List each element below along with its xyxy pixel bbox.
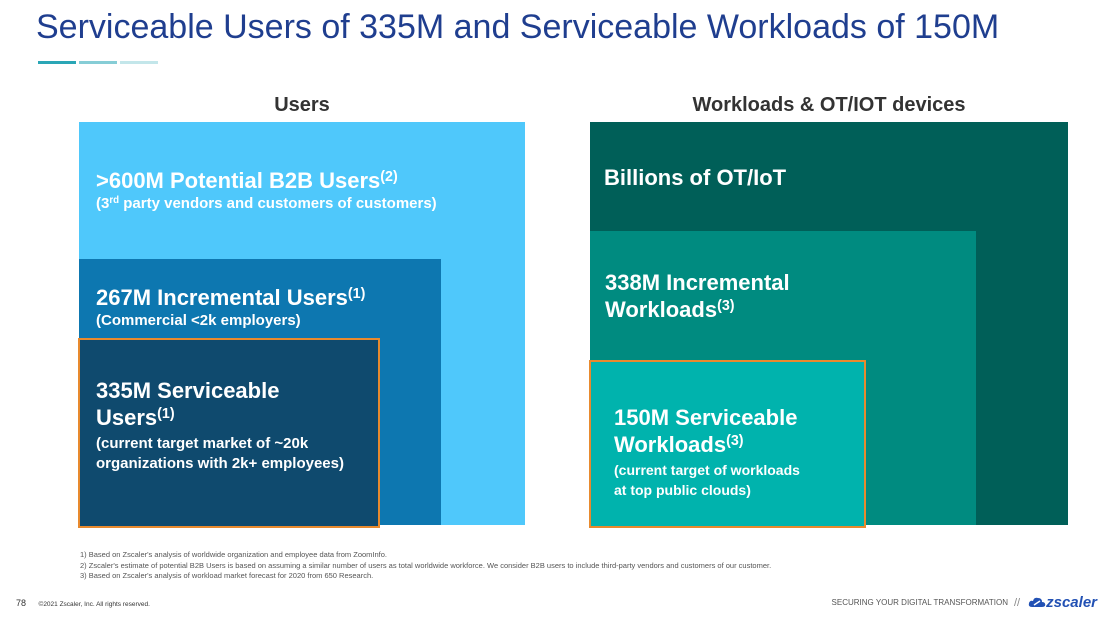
users-outer-sub-pre: (3 — [96, 195, 110, 212]
users-inner-text: 335M Serviceable Users(1) (current targe… — [96, 377, 344, 474]
workloads-middle-text: 338M Incremental Workloads(3) — [605, 269, 790, 323]
users-middle-title: 267M Incremental Users — [96, 285, 348, 310]
workloads-inner-text: 150M Serviceable Workloads(3) (current t… — [614, 404, 800, 500]
footnotes: 1) Based on Zscaler's analysis of worldw… — [80, 550, 771, 582]
workloads-inner-box — [589, 360, 866, 528]
title-accent-bar-2 — [79, 61, 117, 64]
workloads-inner-ref: (3) — [726, 432, 744, 449]
footer-right: SECURING YOUR DIGITAL TRANSFORMATION // … — [832, 594, 1097, 611]
users-outer-sub-post: party vendors and customers of customers… — [119, 195, 437, 212]
workloads-inner-title-line2: Workloads — [614, 432, 727, 457]
users-inner-box — [78, 338, 380, 528]
users-outer-ref: (2) — [380, 168, 398, 185]
title-accent-bar-3 — [120, 61, 158, 64]
workloads-heading: Workloads & OT/IOT devices — [692, 94, 966, 116]
tagline: SECURING YOUR DIGITAL TRANSFORMATION — [831, 598, 1008, 607]
footnote-1: 1) Based on Zscaler's analysis of worldw… — [80, 550, 388, 559]
footnote-3: 3) Based on Zscaler's analysis of worklo… — [80, 571, 374, 580]
page-number: 78 — [16, 598, 27, 608]
users-inner-ref: (1) — [157, 405, 175, 422]
title-accent-bar-1 — [38, 61, 76, 64]
footnote-2: 2) Zscaler's estimate of potential B2B U… — [80, 560, 772, 570]
footer-left: 78 ©2021 Zscaler, Inc. All rights reserv… — [16, 598, 150, 608]
workloads-outer-text: Billions of OT/IoT — [604, 164, 786, 191]
cloud-icon — [1028, 597, 1046, 607]
users-inner-title-line2: Users — [96, 405, 158, 430]
footer-divider: // — [1014, 596, 1021, 609]
copyright: ©2021 Zscaler, Inc. All rights reserved. — [38, 601, 150, 608]
zscaler-logo: zscaler — [1028, 594, 1097, 611]
workloads-middle-ref: (3) — [717, 297, 735, 314]
workloads-inner-title-line1: 150M Serviceable — [614, 405, 798, 430]
workloads-inner-sub-line1: (current target of workloads — [614, 462, 800, 478]
users-inner-sub-line2: organizations with 2k+ employees) — [96, 455, 344, 472]
workloads-outer-title: Billions of OT/IoT — [604, 165, 787, 190]
users-outer-sub-sup: rd — [109, 195, 120, 207]
users-middle-ref: (1) — [347, 285, 366, 302]
users-middle-text: 267M Incremental Users(1) (Commercial <2… — [96, 284, 365, 331]
users-inner-title-line1: 335M Serviceable — [96, 378, 280, 403]
users-inner-sub-line1: (current target market of ~20k — [96, 435, 309, 452]
workloads-middle-title-line1: 338M Incremental — [605, 270, 790, 295]
users-heading: Users — [274, 94, 330, 116]
users-outer-text: >600M Potential B2B Users(2) (3rd party … — [96, 167, 437, 214]
slide-title: Serviceable Users of 335M and Serviceabl… — [36, 8, 1000, 46]
workloads-middle-title-line2: Workloads — [605, 297, 718, 322]
workloads-inner-sub-line2: at top public clouds) — [614, 482, 751, 498]
logo-text: zscaler — [1046, 594, 1097, 611]
users-outer-title: >600M Potential B2B Users — [96, 168, 381, 193]
users-middle-sub: (Commercial <2k employers) — [96, 312, 301, 329]
